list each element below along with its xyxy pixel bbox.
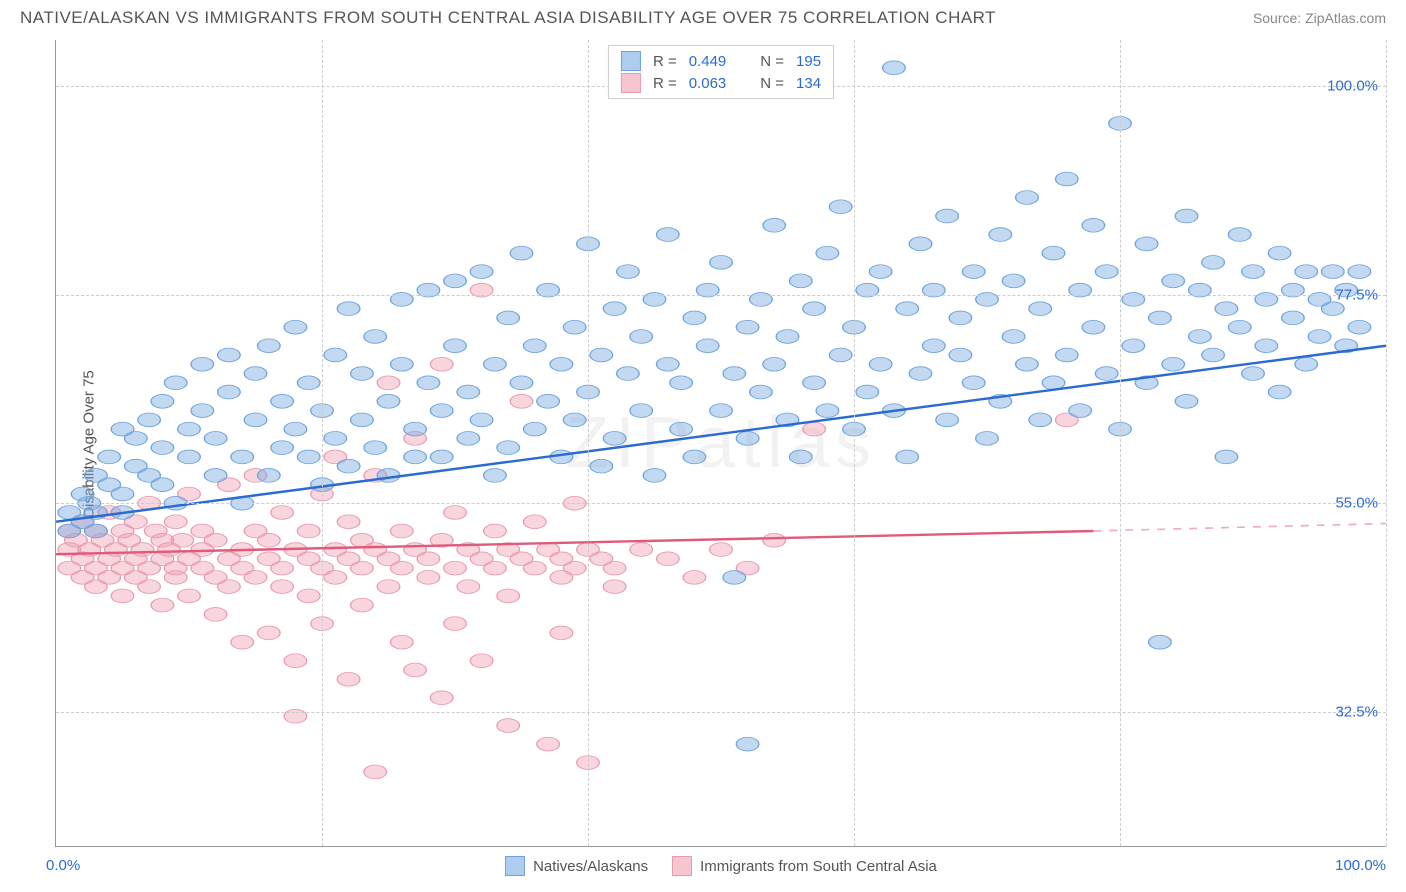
n-label-b: N =: [760, 75, 784, 92]
n-label-a: N =: [760, 53, 784, 70]
stats-row-a: R = 0.449 N = 195: [621, 50, 821, 72]
plot-region: ZIPatlas 32.5%55.0%77.5%100.0% R = 0.449…: [55, 40, 1386, 847]
y-tick-label: 100.0%: [1327, 78, 1378, 95]
swatch-series-a: [621, 51, 641, 71]
legend-item-b: Immigrants from South Central Asia: [672, 856, 937, 876]
legend-item-a: Natives/Alaskans: [505, 856, 648, 876]
r-label-a: R =: [653, 53, 677, 70]
chart-header: NATIVE/ALASKAN VS IMMIGRANTS FROM SOUTH …: [0, 0, 1406, 32]
y-tick-label: 55.0%: [1335, 495, 1378, 512]
stats-row-b: R = 0.063 N = 134: [621, 72, 821, 94]
r-label-b: R =: [653, 75, 677, 92]
chart-title: NATIVE/ALASKAN VS IMMIGRANTS FROM SOUTH …: [20, 8, 996, 28]
legend: Natives/Alaskans Immigrants from South C…: [56, 856, 1386, 876]
legend-label-a: Natives/Alaskans: [533, 858, 648, 875]
legend-swatch-a: [505, 856, 525, 876]
n-value-b: 134: [796, 75, 821, 92]
n-value-a: 195: [796, 53, 821, 70]
legend-swatch-b: [672, 856, 692, 876]
r-value-b: 0.063: [689, 75, 727, 92]
y-tick-label: 32.5%: [1335, 703, 1378, 720]
correlation-stats-box: R = 0.449 N = 195 R = 0.063 N = 134: [608, 45, 834, 99]
source-attribution: Source: ZipAtlas.com: [1253, 10, 1386, 26]
swatch-series-b: [621, 73, 641, 93]
r-value-a: 0.449: [689, 53, 727, 70]
legend-label-b: Immigrants from South Central Asia: [700, 858, 937, 875]
y-tick-label: 77.5%: [1335, 286, 1378, 303]
chart-area: Disability Age Over 75 ZIPatlas 32.5%55.…: [55, 40, 1386, 847]
scatter-svg: [56, 40, 1386, 846]
